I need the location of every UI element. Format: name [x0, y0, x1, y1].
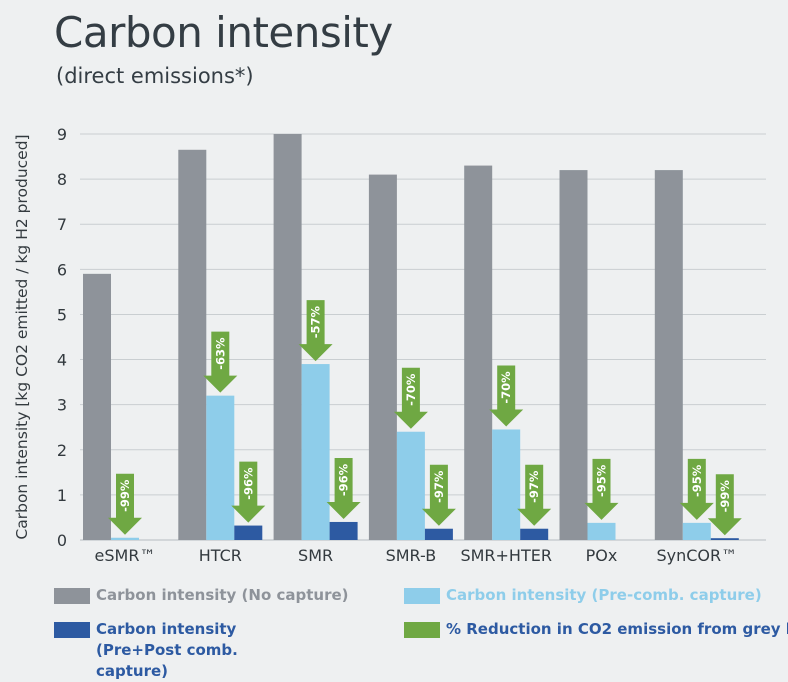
x-tick-label: SMR+HTER	[460, 546, 552, 565]
reduction-label: -96%	[241, 467, 255, 500]
legend-swatch-dark-blue	[54, 622, 90, 638]
reduction-label: -96%	[337, 463, 351, 496]
bar-no-capture	[559, 170, 588, 541]
legend-swatch-grey	[54, 588, 90, 604]
bar-pre-post-comb	[424, 528, 453, 540]
reduction-arrow	[707, 474, 742, 536]
reduction-label: -70%	[499, 371, 513, 404]
y-tick-label: 4	[57, 351, 67, 370]
bar-pre-post-comb	[234, 525, 263, 540]
bar-pre-comb	[206, 395, 235, 540]
reduction-arrow	[679, 458, 714, 520]
bar-pre-comb	[587, 522, 616, 540]
bar-pre-comb	[111, 537, 139, 540]
chart-title: Carbon intensity	[54, 8, 393, 57]
chart-subtitle: (direct emissions*)	[56, 64, 254, 88]
reduction-arrow	[489, 365, 524, 427]
bar-no-capture	[464, 165, 493, 541]
y-axis-label: Carbon intensity [kg CO2 emitted / kg H2…	[13, 134, 31, 539]
reduction-label: -70%	[404, 373, 418, 406]
x-tick-label: SynCOR™	[656, 546, 737, 565]
reduction-arrow	[231, 461, 266, 523]
reduction-arrow	[203, 331, 238, 393]
y-tick-label: 0	[57, 531, 67, 550]
y-tick-label: 7	[57, 215, 67, 234]
bar-pre-comb	[682, 522, 711, 540]
reduction-arrow	[421, 464, 456, 526]
legend-swatch-light-blue	[404, 588, 440, 604]
bar-pre-comb	[492, 429, 521, 540]
y-tick-label: 3	[57, 396, 67, 415]
y-tick-label: 8	[57, 170, 67, 189]
legend-label-no-capture: Carbon intensity (No capture)	[96, 586, 349, 604]
y-tick-label: 9	[57, 125, 67, 144]
reduction-arrow	[584, 458, 619, 520]
reduction-arrow	[326, 457, 361, 519]
legend-label-pre-comb: Carbon intensity (Pre-comb. capture)	[446, 586, 762, 604]
x-tick-label: SMR	[298, 546, 333, 565]
bar-pre-comb	[301, 364, 330, 540]
bar-no-capture	[83, 273, 111, 540]
x-tick-label: POx	[586, 546, 618, 565]
bar-pre-post-comb	[329, 521, 358, 540]
bar-no-capture	[178, 149, 207, 541]
reduction-label: -99%	[718, 480, 732, 513]
x-tick-label: eSMR™	[95, 546, 156, 565]
legend-label-pre-post-comb: Carbon intensity (Pre+Post comb. capture…	[96, 620, 238, 680]
bar-pre-post-comb	[710, 538, 739, 540]
reduction-label: -97%	[527, 470, 541, 503]
reduction-arrow	[298, 300, 333, 362]
bar-no-capture	[273, 134, 302, 540]
reduction-label: -97%	[432, 470, 446, 503]
bar-no-capture	[654, 170, 683, 541]
y-tick-label: 1	[57, 486, 67, 505]
bar-pre-post-comb	[520, 528, 549, 540]
reduction-label: -57%	[309, 305, 323, 338]
bar-no-capture	[368, 174, 397, 540]
reduction-label: -95%	[690, 464, 704, 497]
reduction-arrow	[393, 367, 428, 429]
legend-swatch-green	[404, 622, 440, 638]
y-tick-label: 2	[57, 441, 67, 460]
reduction-arrow	[108, 473, 142, 535]
y-tick-label: 5	[57, 305, 67, 324]
x-tick-label: HTCR	[199, 546, 242, 565]
bar-pre-comb	[396, 431, 425, 540]
x-tick-label: SMR-B	[386, 546, 437, 565]
legend-label-reduction: % Reduction in CO2 emission from grey ba…	[446, 620, 788, 638]
y-tick-label: 6	[57, 260, 67, 279]
reduction-label: -99%	[118, 479, 132, 512]
reduction-arrow	[517, 464, 552, 526]
reduction-label: -95%	[595, 464, 609, 497]
reduction-label: -63%	[213, 337, 227, 370]
